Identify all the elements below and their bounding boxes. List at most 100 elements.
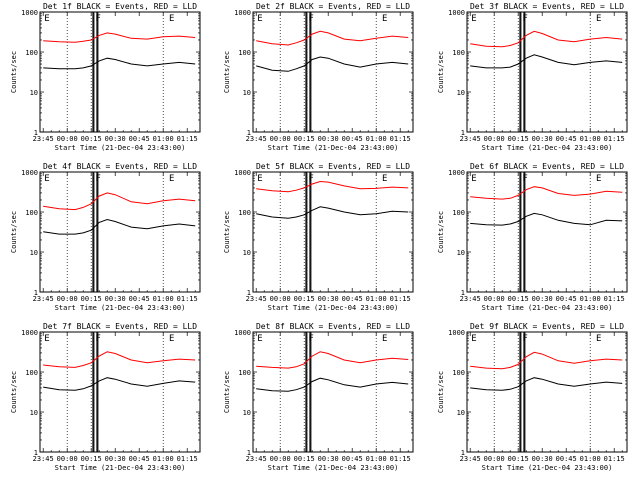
x-tick-label: 00:15 [508, 135, 529, 143]
event-marker-label: E [382, 334, 387, 344]
y-tick-label: 100 [238, 49, 251, 57]
event-marker-label: E [596, 334, 601, 344]
event-marker-label: E [44, 174, 49, 184]
x-tick-label: 23:45 [33, 135, 54, 143]
x-tick-label: 00:30 [105, 455, 126, 463]
y-tick-label: 100 [452, 49, 465, 57]
x-tick-label: 01:15 [604, 295, 625, 303]
series-line-events [43, 57, 196, 70]
event-marker-label: E [169, 174, 174, 184]
x-tick-label: 00:00 [57, 455, 78, 463]
y-tick-label: 1000 [448, 9, 465, 17]
x-tick-label: 00:45 [129, 455, 150, 463]
y-tick-label: 1 [247, 449, 251, 457]
plot-frame [466, 11, 628, 133]
series-line-lld [43, 192, 196, 211]
y-tick-label: 1 [34, 129, 38, 137]
x-tick-label: 01:15 [177, 455, 198, 463]
x-axis-label: Start Time (21-Dec-04 23:43:00) [268, 304, 399, 312]
chart-title: Det 6f BLACK = Events, RED = LLD [470, 162, 624, 171]
x-tick-label: 01:15 [390, 295, 411, 303]
x-tick-label: 01:15 [390, 455, 411, 463]
chart-panel: Det 1f BLACK = Events, RED = LLD 1 10 100 10… [10, 2, 201, 152]
x-tick-label: 00:15 [81, 455, 102, 463]
event-marker-label: E [596, 14, 601, 24]
event-marker-label: E [471, 174, 476, 184]
y-tick-label: 1 [247, 129, 251, 137]
x-tick-label: 00:00 [270, 455, 291, 463]
plot-frame [39, 331, 201, 453]
x-tick-label: 01:15 [177, 135, 198, 143]
y-tick-label: 1000 [21, 169, 38, 177]
chart-title: Det 4f BLACK = Events, RED = LLD [43, 162, 197, 171]
series-line-events [256, 206, 409, 219]
x-tick-label: 00:00 [484, 295, 505, 303]
event-marker-label: E [44, 14, 49, 24]
y-axis-label: Counts/sec [223, 371, 231, 413]
x-tick-label: 00:30 [105, 135, 126, 143]
y-tick-label: 10 [457, 89, 465, 97]
x-tick-label: 23:45 [460, 135, 481, 143]
y-tick-label: 1000 [448, 329, 465, 337]
plot-frame [252, 171, 414, 293]
x-tick-label: 23:45 [33, 295, 54, 303]
x-tick-label: 00:00 [57, 295, 78, 303]
x-tick-label: 00:15 [508, 295, 529, 303]
x-tick-label: 01:15 [390, 135, 411, 143]
x-axis-label: Start Time (21-Dec-04 23:43:00) [55, 464, 186, 472]
y-axis-label: Counts/sec [437, 371, 445, 413]
x-tick-label: 00:00 [270, 295, 291, 303]
event-marker-label: E [596, 174, 601, 184]
x-tick-label: 00:15 [294, 295, 315, 303]
y-tick-label: 1 [247, 289, 251, 297]
chart-title: Det 8f BLACK = Events, RED = LLD [256, 322, 410, 331]
y-tick-label: 1000 [234, 329, 251, 337]
chart-panel: Det 2f BLACK = Events, RED = LLD 1 10 100 10… [223, 2, 414, 152]
y-tick-label: 10 [457, 249, 465, 257]
chart-panel: Det 7f BLACK = Events, RED = LLD 1 10 100 10… [10, 322, 201, 472]
chart-title: Det 2f BLACK = Events, RED = LLD [256, 2, 410, 11]
series-line-lld [256, 30, 409, 46]
event-marker-label: E [471, 334, 476, 344]
chart-title: Det 3f BLACK = Events, RED = LLD [470, 2, 624, 11]
series-line-events [470, 377, 623, 391]
x-tick-label: 00:45 [556, 295, 577, 303]
x-tick-label: 01:00 [580, 135, 601, 143]
series-line-events [256, 56, 409, 72]
event-marker-label: E [169, 334, 174, 344]
chart-panel: Det 4f BLACK = Events, RED = LLD 1 10 100 10… [10, 162, 201, 312]
y-tick-label: 100 [25, 49, 38, 57]
event-marker-label: E [44, 334, 49, 344]
y-tick-label: 10 [243, 249, 251, 257]
x-tick-label: 01:00 [366, 135, 387, 143]
y-tick-label: 1 [34, 289, 38, 297]
y-tick-label: 100 [25, 209, 38, 217]
series-line-lld [43, 32, 196, 43]
y-tick-label: 10 [243, 409, 251, 417]
plot-frame [252, 11, 414, 133]
y-tick-label: 1000 [21, 329, 38, 337]
y-tick-label: 100 [452, 209, 465, 217]
x-tick-label: 23:45 [246, 455, 267, 463]
y-tick-label: 100 [238, 209, 251, 217]
x-tick-label: 00:15 [294, 455, 315, 463]
x-axis-label: Start Time (21-Dec-04 23:43:00) [482, 304, 613, 312]
chart-panel: Det 8f BLACK = Events, RED = LLD 1 10 100 10… [223, 322, 414, 472]
x-axis-label: Start Time (21-Dec-04 23:43:00) [268, 464, 399, 472]
plot-frame [252, 331, 414, 453]
x-tick-label: 00:45 [342, 135, 363, 143]
y-axis-label: Counts/sec [10, 371, 18, 413]
x-tick-label: 01:00 [153, 295, 174, 303]
x-tick-label: 23:45 [460, 455, 481, 463]
series-line-lld [43, 351, 196, 368]
event-marker-label: E [257, 174, 262, 184]
x-tick-label: 23:45 [246, 295, 267, 303]
x-tick-label: 01:15 [177, 295, 198, 303]
chart-panel: Det 3f BLACK = Events, RED = LLD 1 10 100 10… [437, 2, 628, 152]
x-axis-label: Start Time (21-Dec-04 23:43:00) [268, 144, 399, 152]
y-tick-label: 100 [452, 369, 465, 377]
x-tick-label: 00:30 [318, 295, 339, 303]
plot-frame [466, 171, 628, 293]
x-tick-label: 23:45 [33, 455, 54, 463]
